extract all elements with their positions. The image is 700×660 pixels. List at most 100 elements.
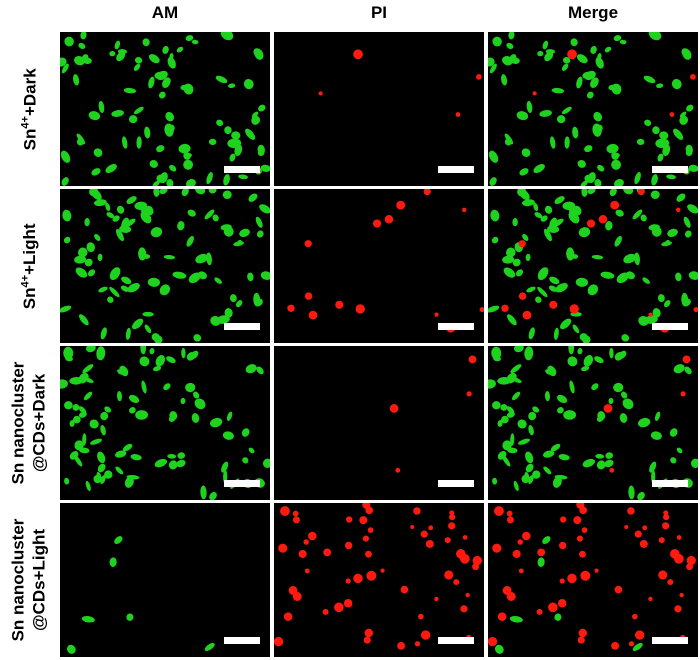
live-cell xyxy=(554,196,565,205)
live-cell xyxy=(73,415,81,424)
row-label-main: Sn nanocluster xyxy=(8,361,27,485)
scale-bar xyxy=(224,323,260,330)
live-cell xyxy=(656,83,664,89)
live-cell xyxy=(572,324,580,334)
live-cell xyxy=(534,212,543,219)
live-cell xyxy=(176,459,186,468)
row-label-4: Sn nanocluster @CDs+Light xyxy=(0,503,56,657)
dead-cell xyxy=(637,189,645,196)
dead-cell xyxy=(532,91,537,96)
live-cell xyxy=(116,205,125,214)
live-cell xyxy=(525,253,531,262)
dead-cell xyxy=(492,543,502,553)
live-cell xyxy=(226,411,233,421)
live-cell xyxy=(490,209,500,222)
live-cell xyxy=(553,218,564,227)
live-cell xyxy=(637,491,645,500)
live-cell xyxy=(78,314,89,326)
dead-cell xyxy=(292,516,300,524)
dead-cell xyxy=(364,628,373,638)
live-cell xyxy=(186,178,196,186)
dead-cell xyxy=(343,598,353,608)
micrograph-pi-row-1 xyxy=(274,32,484,186)
live-cell xyxy=(142,311,154,317)
scale-bar xyxy=(438,166,474,173)
live-cell xyxy=(148,76,155,89)
live-cell xyxy=(74,255,87,264)
dead-cell xyxy=(676,207,681,213)
live-cell xyxy=(595,454,605,459)
live-cell xyxy=(181,347,186,359)
dead-cell xyxy=(680,391,686,397)
dead-cell xyxy=(501,304,509,312)
live-cell xyxy=(506,372,517,384)
live-cell xyxy=(156,174,166,183)
live-cell xyxy=(85,480,91,492)
live-cell xyxy=(542,450,555,458)
live-cell xyxy=(208,138,217,146)
dead-cell xyxy=(557,598,567,608)
dead-cell xyxy=(448,522,456,530)
live-cell xyxy=(87,269,96,277)
live-cell xyxy=(613,35,622,42)
live-cell xyxy=(63,236,71,244)
live-cell xyxy=(516,111,529,121)
live-cell xyxy=(100,411,109,421)
live-cell xyxy=(604,46,612,53)
dead-cell xyxy=(628,641,635,647)
live-cell xyxy=(587,284,599,296)
live-cell xyxy=(185,35,194,42)
live-cell xyxy=(248,193,258,202)
live-cell xyxy=(608,84,617,91)
live-cell xyxy=(212,214,219,222)
live-cell xyxy=(229,294,237,303)
dead-cell xyxy=(449,513,456,521)
dead-cell xyxy=(410,524,415,529)
dead-cell xyxy=(586,219,596,228)
dead-cell xyxy=(512,549,521,559)
live-cell xyxy=(185,382,196,393)
dead-cell xyxy=(468,355,477,364)
dead-cell xyxy=(389,404,399,413)
live-cell xyxy=(61,177,69,186)
live-cell xyxy=(582,458,596,468)
cell-field xyxy=(389,355,477,473)
live-cell xyxy=(192,391,200,399)
live-cell xyxy=(511,57,520,65)
dead-cell xyxy=(459,553,470,564)
dead-cell xyxy=(690,74,696,80)
live-cell xyxy=(204,642,215,651)
live-cell xyxy=(568,207,578,218)
live-cell xyxy=(638,417,651,428)
live-cell xyxy=(652,308,661,318)
row-label-2: Sn4++Light xyxy=(0,189,56,343)
live-cell xyxy=(655,138,670,149)
live-cell xyxy=(126,613,134,621)
dead-cell xyxy=(362,535,369,542)
dead-cell xyxy=(353,573,363,584)
dead-cell xyxy=(578,628,587,638)
dead-cell xyxy=(303,539,309,545)
dead-cell xyxy=(323,548,332,557)
live-cell xyxy=(155,355,166,367)
live-cell xyxy=(169,164,177,172)
live-cell xyxy=(552,476,562,488)
live-cell xyxy=(528,327,535,340)
live-cell xyxy=(526,286,536,293)
dead-cell xyxy=(359,516,368,525)
live-cell xyxy=(130,454,142,461)
dead-cell xyxy=(610,200,620,210)
dead-cell xyxy=(693,307,698,313)
dead-cell xyxy=(444,570,454,580)
live-cell xyxy=(519,168,529,176)
scale-bar xyxy=(652,480,688,487)
live-cell xyxy=(186,352,196,361)
live-cell xyxy=(86,242,95,253)
live-cell xyxy=(129,407,136,414)
live-cell xyxy=(654,411,661,421)
live-cell xyxy=(206,252,212,266)
row-label-text: Sn nanocluster @CDs+Light xyxy=(7,519,49,642)
live-cell xyxy=(141,380,147,394)
live-cell xyxy=(578,227,591,238)
live-cell xyxy=(649,461,657,473)
